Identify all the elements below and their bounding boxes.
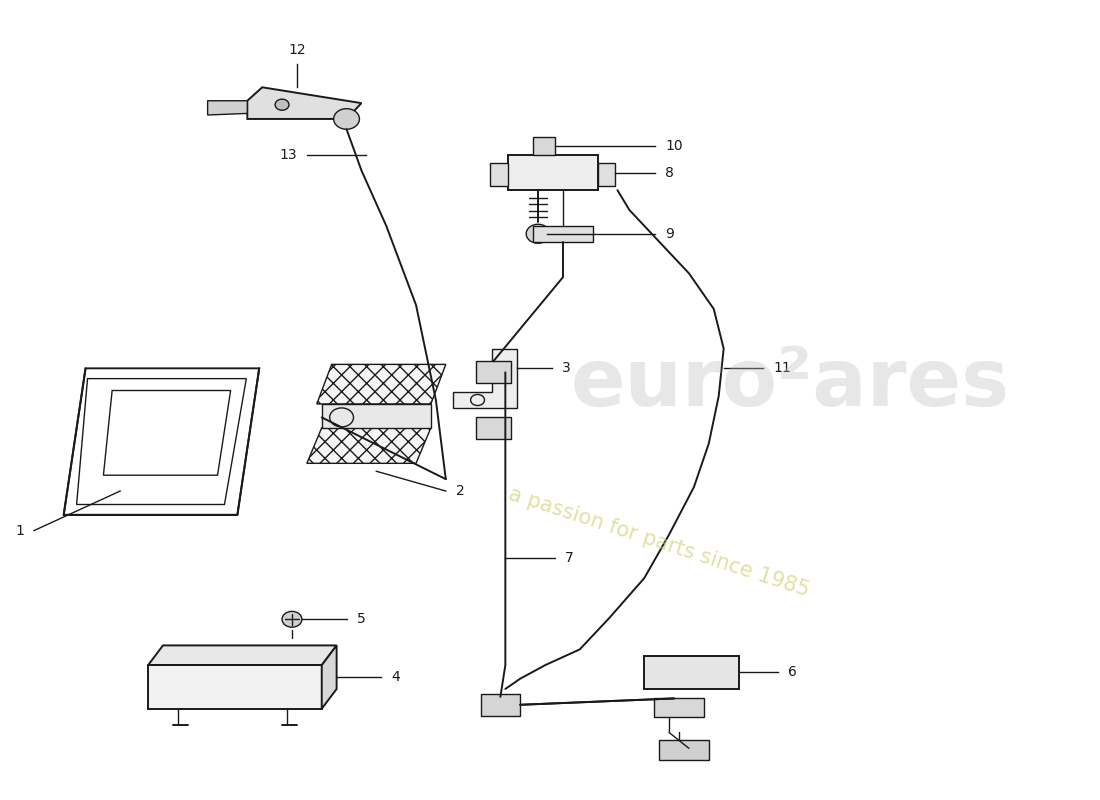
Polygon shape — [321, 646, 337, 709]
Polygon shape — [481, 694, 520, 716]
Text: 2: 2 — [455, 484, 464, 498]
Text: 9: 9 — [666, 226, 674, 241]
Circle shape — [526, 224, 550, 243]
Text: a passion for parts since 1985: a passion for parts since 1985 — [506, 484, 812, 601]
Polygon shape — [208, 101, 248, 115]
Text: 7: 7 — [565, 551, 573, 566]
Polygon shape — [491, 162, 508, 186]
Polygon shape — [534, 226, 593, 242]
Text: 1: 1 — [15, 524, 24, 538]
Polygon shape — [148, 666, 321, 709]
Polygon shape — [307, 428, 431, 463]
Polygon shape — [508, 154, 597, 190]
Circle shape — [333, 109, 360, 130]
Polygon shape — [475, 417, 512, 438]
Polygon shape — [453, 349, 517, 408]
Text: 4: 4 — [392, 670, 400, 684]
Polygon shape — [317, 364, 446, 404]
Polygon shape — [475, 362, 512, 383]
Polygon shape — [248, 87, 362, 119]
Polygon shape — [654, 698, 704, 717]
Text: 6: 6 — [789, 666, 797, 679]
Text: 5: 5 — [356, 612, 365, 626]
Circle shape — [282, 611, 301, 627]
Polygon shape — [597, 162, 616, 186]
Polygon shape — [659, 741, 708, 760]
Polygon shape — [645, 656, 738, 689]
Polygon shape — [321, 404, 431, 428]
Circle shape — [275, 99, 289, 110]
Text: 3: 3 — [562, 362, 571, 375]
Text: 13: 13 — [279, 147, 297, 162]
Text: euro²ares: euro²ares — [571, 345, 1010, 423]
Text: 11: 11 — [773, 362, 791, 375]
Text: 12: 12 — [288, 43, 306, 58]
Text: 10: 10 — [666, 139, 683, 153]
Text: 8: 8 — [666, 166, 674, 180]
Polygon shape — [534, 137, 556, 154]
Polygon shape — [148, 646, 337, 666]
